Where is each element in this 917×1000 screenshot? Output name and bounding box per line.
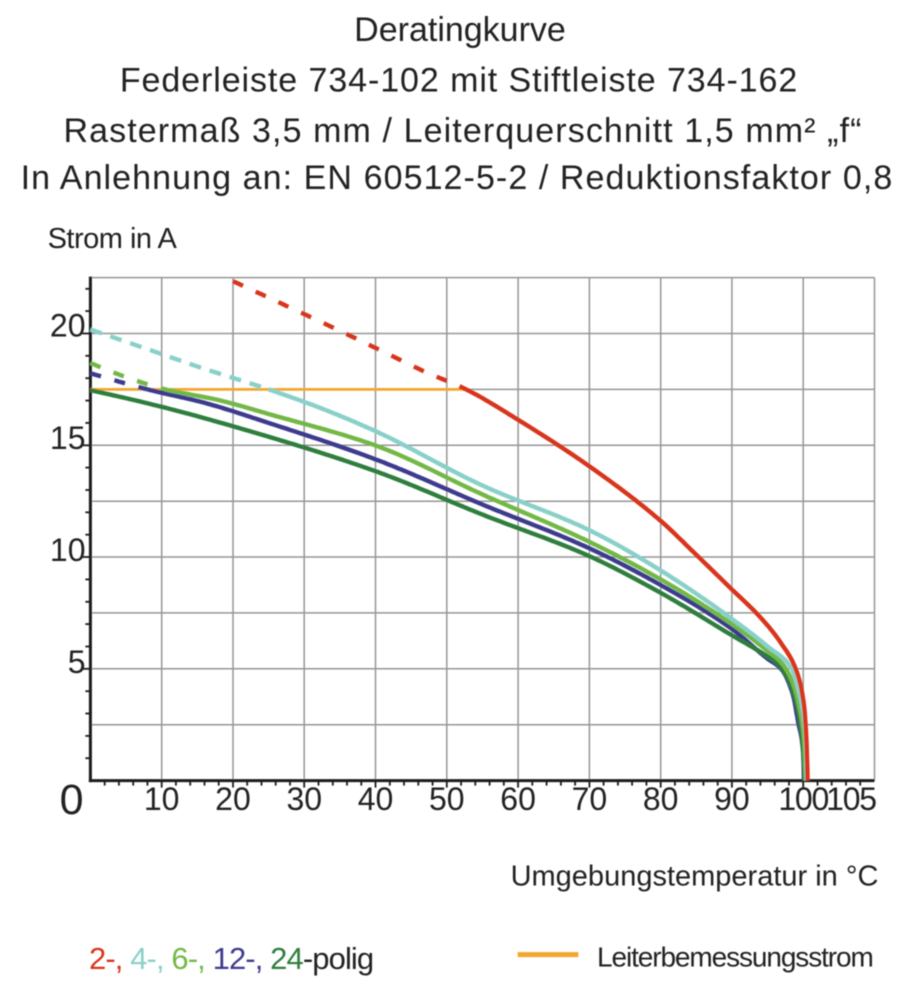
svg-text:40: 40 — [358, 781, 394, 817]
svg-text:10: 10 — [50, 532, 86, 568]
svg-text:Rastermaß 3,5 mm / Leiterquers: Rastermaß 3,5 mm / Leiterquerschnitt 1,5… — [63, 112, 862, 150]
svg-text:Deratingkurve: Deratingkurve — [354, 11, 566, 49]
svg-text:80: 80 — [643, 781, 679, 817]
svg-text:2-, 4-, 6-, 12-, 24-polig: 2-, 4-, 6-, 12-, 24-polig — [89, 941, 373, 976]
svg-text:70: 70 — [572, 781, 608, 817]
svg-text:5: 5 — [68, 644, 86, 680]
svg-text:Strom in A: Strom in A — [48, 223, 178, 255]
svg-text:In Anlehnung an: EN 60512-5-2: In Anlehnung an: EN 60512-5-2 / Reduktio… — [21, 159, 894, 197]
svg-text:105: 105 — [826, 781, 876, 817]
svg-text:15: 15 — [50, 420, 86, 456]
svg-text:10: 10 — [144, 781, 180, 817]
svg-text:0: 0 — [60, 776, 84, 824]
svg-text:90: 90 — [714, 781, 750, 817]
svg-text:60: 60 — [500, 781, 536, 817]
svg-text:100: 100 — [778, 781, 828, 817]
svg-text:Umgebungstemperatur in °C: Umgebungstemperatur in °C — [511, 860, 879, 892]
svg-text:Leiterbemessungsstrom: Leiterbemessungsstrom — [597, 942, 873, 973]
svg-text:20: 20 — [215, 781, 251, 817]
svg-text:50: 50 — [429, 781, 465, 817]
svg-text:30: 30 — [286, 781, 322, 817]
svg-text:Federleiste 734-102 mit Stiftl: Federleiste 734-102 mit Stiftleiste 734-… — [120, 62, 798, 100]
svg-text:20: 20 — [50, 308, 86, 344]
